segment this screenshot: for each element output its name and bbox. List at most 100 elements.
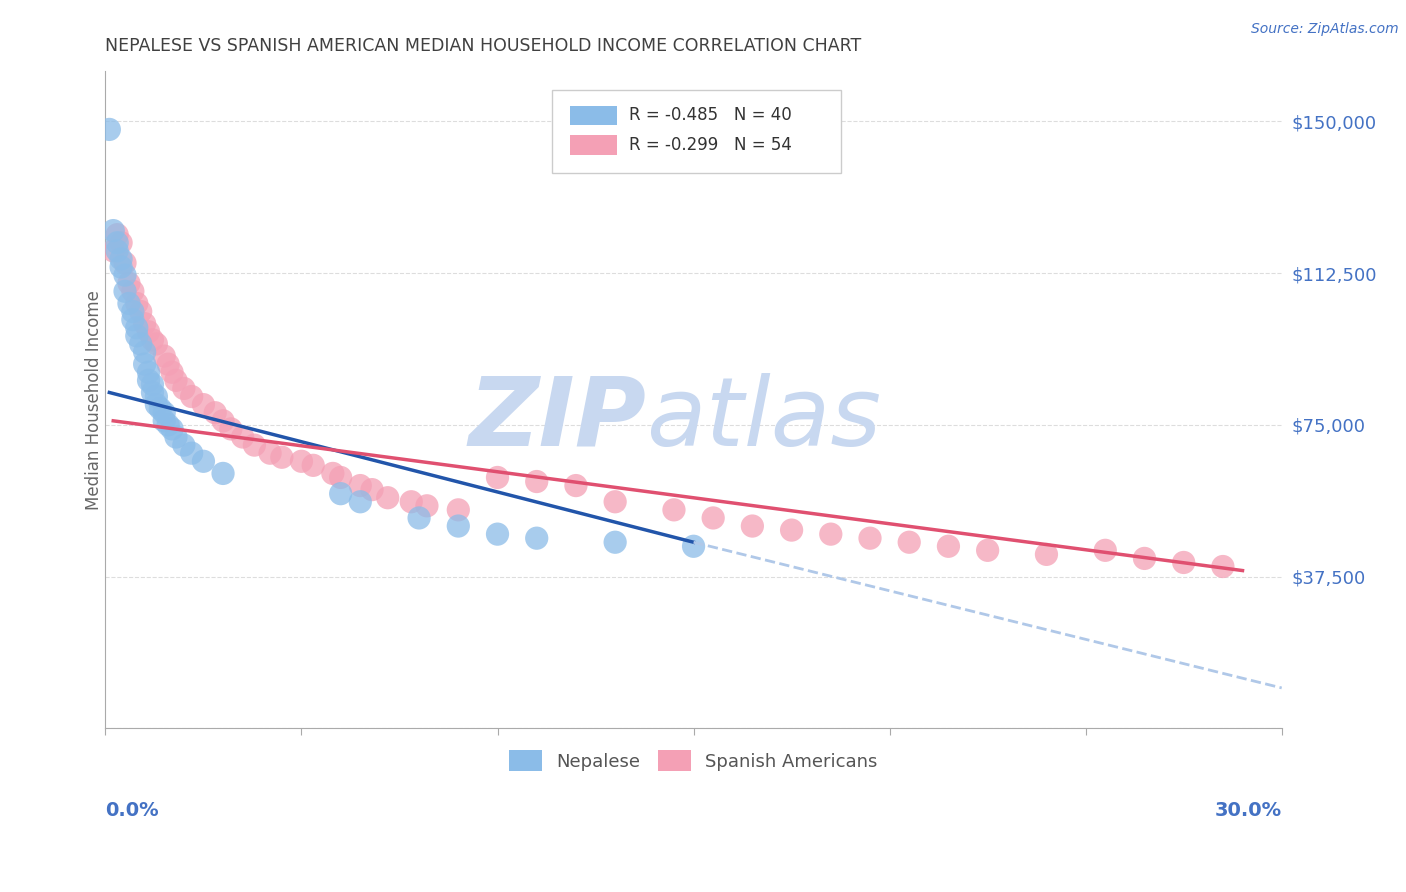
Point — [780, 523, 803, 537]
Point — [134, 317, 156, 331]
Point — [702, 511, 724, 525]
Point — [526, 475, 548, 489]
Text: atlas: atlas — [647, 373, 882, 466]
Point — [290, 454, 312, 468]
Point — [605, 495, 627, 509]
Text: Source: ZipAtlas.com: Source: ZipAtlas.com — [1251, 22, 1399, 37]
Point — [361, 483, 384, 497]
Point — [141, 333, 163, 347]
Point — [180, 446, 202, 460]
Point — [145, 337, 167, 351]
Point — [110, 252, 132, 266]
Point — [408, 511, 430, 525]
FancyBboxPatch shape — [553, 90, 841, 173]
Legend: Nepalese, Spanish Americans: Nepalese, Spanish Americans — [502, 743, 884, 779]
Point — [1094, 543, 1116, 558]
Point — [160, 365, 183, 379]
Point — [160, 422, 183, 436]
Point — [153, 414, 176, 428]
Point — [1133, 551, 1156, 566]
Point — [157, 417, 180, 432]
Point — [103, 244, 125, 258]
Point — [105, 235, 128, 250]
Point — [232, 430, 254, 444]
Point — [302, 458, 325, 473]
Text: 30.0%: 30.0% — [1215, 801, 1282, 821]
FancyBboxPatch shape — [569, 136, 617, 155]
Point — [1212, 559, 1234, 574]
Point — [180, 390, 202, 404]
Point — [118, 296, 141, 310]
Point — [121, 312, 143, 326]
Point — [605, 535, 627, 549]
Point — [212, 414, 235, 428]
Point — [153, 406, 176, 420]
Point — [141, 377, 163, 392]
Point — [129, 337, 152, 351]
Point — [938, 539, 960, 553]
Point — [486, 470, 509, 484]
Point — [105, 244, 128, 258]
Point — [149, 401, 172, 416]
Point — [114, 285, 136, 299]
Point — [134, 345, 156, 359]
Point — [110, 260, 132, 274]
Point — [204, 406, 226, 420]
Point — [1173, 556, 1195, 570]
Point — [259, 446, 281, 460]
Text: ZIP: ZIP — [468, 373, 647, 466]
Point — [138, 373, 160, 387]
Point — [662, 503, 685, 517]
FancyBboxPatch shape — [569, 105, 617, 126]
Point — [153, 349, 176, 363]
Point — [377, 491, 399, 505]
Point — [193, 398, 215, 412]
Point — [105, 227, 128, 242]
Point — [270, 450, 292, 465]
Point — [565, 478, 588, 492]
Point — [125, 328, 148, 343]
Point — [526, 531, 548, 545]
Point — [138, 365, 160, 379]
Point — [329, 470, 352, 484]
Point — [121, 304, 143, 318]
Point — [141, 385, 163, 400]
Text: 0.0%: 0.0% — [105, 801, 159, 821]
Point — [322, 467, 344, 481]
Point — [165, 373, 187, 387]
Point — [447, 519, 470, 533]
Point — [145, 398, 167, 412]
Y-axis label: Median Household Income: Median Household Income — [86, 290, 103, 509]
Point — [125, 296, 148, 310]
Point — [103, 224, 125, 238]
Point — [219, 422, 242, 436]
Point — [349, 478, 371, 492]
Point — [129, 304, 152, 318]
Point — [820, 527, 842, 541]
Point — [976, 543, 998, 558]
Point — [145, 390, 167, 404]
Point — [243, 438, 266, 452]
Point — [121, 285, 143, 299]
Point — [486, 527, 509, 541]
Text: NEPALESE VS SPANISH AMERICAN MEDIAN HOUSEHOLD INCOME CORRELATION CHART: NEPALESE VS SPANISH AMERICAN MEDIAN HOUS… — [105, 37, 862, 55]
Point — [98, 122, 121, 136]
Point — [212, 467, 235, 481]
Point — [173, 438, 195, 452]
Point — [157, 357, 180, 371]
Point — [416, 499, 439, 513]
Point — [329, 486, 352, 500]
Point — [898, 535, 921, 549]
Point — [859, 531, 882, 545]
Point — [349, 495, 371, 509]
Point — [138, 325, 160, 339]
Point — [447, 503, 470, 517]
Point — [114, 268, 136, 282]
Point — [114, 256, 136, 270]
Point — [165, 430, 187, 444]
Point — [682, 539, 704, 553]
Point — [118, 277, 141, 291]
Point — [1035, 547, 1057, 561]
Point — [193, 454, 215, 468]
Point — [173, 381, 195, 395]
